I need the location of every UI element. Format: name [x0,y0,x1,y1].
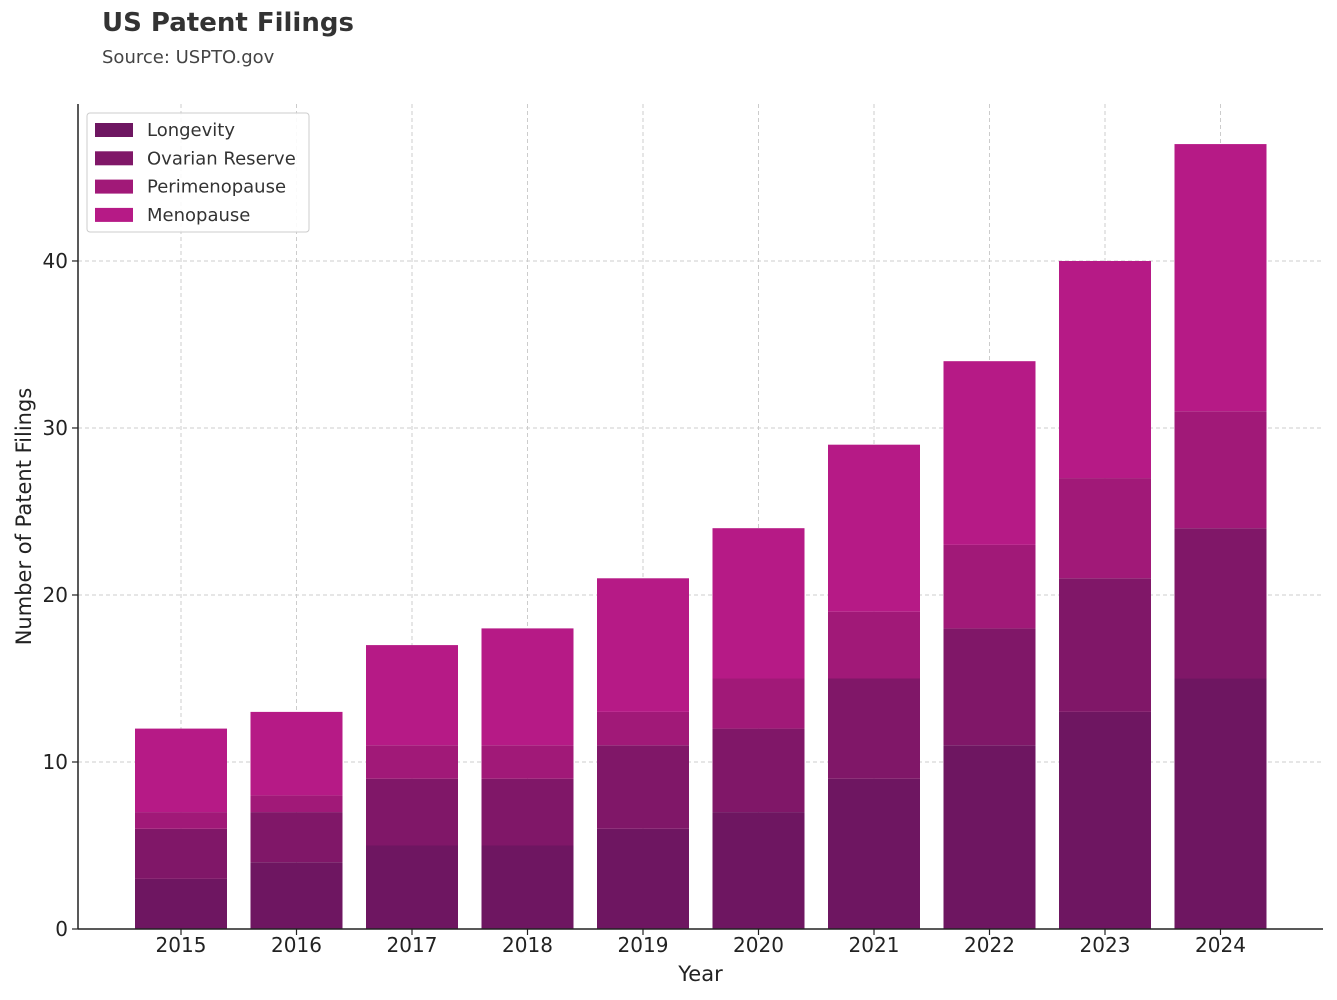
legend-label: Menopause [147,205,250,226]
bar-perimenopause-2015 [135,812,227,829]
bar-menopause-2022 [943,361,1036,545]
bar-menopause-2023 [1059,260,1151,479]
bar-menopause-2015 [135,728,227,813]
bar-perimenopause-2020 [712,678,805,729]
legend-swatch [95,179,133,194]
bar-longevity-2024 [1174,678,1267,929]
bar-ovarian-reserve-2023 [1059,578,1151,712]
bar-longevity-2023 [1059,711,1151,929]
bar-ovarian-reserve-2016 [250,812,343,863]
bar-longevity-2019 [597,828,689,929]
bar-perimenopause-2019 [597,711,689,746]
bar-ovarian-reserve-2022 [943,628,1036,746]
legend-box [86,112,310,233]
bar-ovarian-reserve-2020 [712,728,805,813]
bar-menopause-2024 [1174,144,1267,412]
x-tick-label: 2020 [733,933,784,957]
legend-swatch [95,123,133,137]
x-tick-label: 2024 [1195,933,1246,957]
legend-swatch [95,151,133,166]
bar-ovarian-reserve-2021 [828,678,920,779]
bar-ovarian-reserve-2024 [1174,528,1267,679]
bar-menopause-2020 [712,528,805,679]
x-tick-label: 2016 [271,933,322,957]
y-tick-label: 30 [43,416,68,440]
bar-longevity-2017 [366,845,458,929]
bar-longevity-2015 [135,878,227,929]
y-tick-label: 10 [43,750,68,774]
bar-menopause-2021 [828,444,920,612]
bar-menopause-2018 [481,628,574,746]
bar-longevity-2021 [828,778,920,929]
bar-ovarian-reserve-2015 [135,828,227,879]
bar-ovarian-reserve-2019 [597,745,689,829]
bar-ovarian-reserve-2017 [366,778,458,846]
chart-title: US Patent Filings [102,8,354,38]
x-tick-label: 2022 [964,933,1015,957]
x-axis-label: Year [677,962,723,986]
tick-labels: 0 10 20 30 40 2015 2016 2017 2018 2019 2020 2021 202… [43,249,1246,957]
y-axis-label: Number of Patent Filings [12,388,36,646]
bar-perimenopause-2024 [1174,411,1267,529]
bar-longevity-2022 [943,745,1036,929]
y-tick-label: 0 [55,917,68,941]
chart-subtitle: Source: USPTO.gov [102,47,275,68]
legend-label: Longevity [147,120,235,141]
x-tick-label: 2021 [849,933,900,957]
bars [135,144,1267,929]
legend: Longevity Ovarian Reserve Perimenopause Men… [86,112,310,233]
bar-perimenopause-2021 [828,611,920,679]
bar-menopause-2017 [366,645,458,746]
bar-perimenopause-2017 [366,745,458,779]
x-tick-label: 2023 [1080,933,1131,957]
bar-longevity-2016 [250,862,343,929]
axes [77,104,1323,930]
bar-perimenopause-2018 [481,745,574,779]
bar-menopause-2019 [597,578,689,712]
x-tick-label: 2017 [387,933,438,957]
x-tick-label: 2015 [156,933,207,957]
bar-ovarian-reserve-2018 [481,778,574,846]
bar-perimenopause-2023 [1059,478,1151,579]
bar-longevity-2020 [712,812,805,929]
legend-swatch [95,207,133,222]
x-tick-label: 2019 [618,933,669,957]
bar-longevity-2018 [481,845,574,929]
legend-label: Ovarian Reserve [147,148,296,169]
bar-perimenopause-2022 [943,544,1036,629]
legend-label: Perimenopause [147,177,286,198]
x-tick-label: 2018 [502,933,553,957]
y-tick-label: 40 [43,249,68,273]
y-tick-label: 20 [43,583,68,607]
bar-perimenopause-2016 [250,795,343,813]
bar-menopause-2016 [250,711,343,796]
